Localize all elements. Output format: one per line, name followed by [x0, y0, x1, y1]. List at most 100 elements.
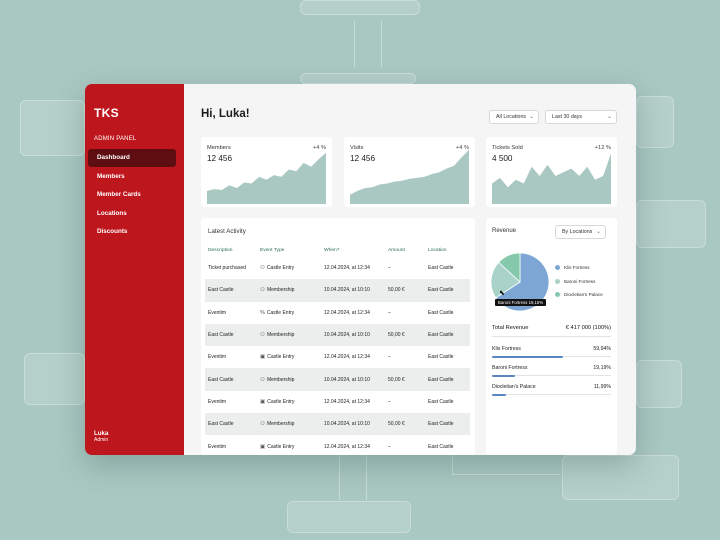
sidebar-item-dashboard[interactable]: Dashboard: [88, 149, 176, 167]
amount-cell: 50,00 €: [385, 413, 425, 436]
location-cell: East Castle: [425, 413, 470, 436]
amount-cell: 50,00 €: [385, 279, 425, 302]
stat-value: 12 456: [350, 154, 376, 163]
revenue-filter-value: By Locations: [562, 229, 593, 235]
page-title: Hi, Luka!: [201, 108, 250, 120]
event-type-label: Castle Entry: [267, 398, 295, 405]
revenue-row-klis-fortress: Klis Fortress 59,94%: [492, 342, 611, 358]
total-revenue-value: € 417 000 (100%): [565, 325, 611, 331]
event-type-label: Castle Entry: [266, 309, 295, 316]
amount-cell: –: [388, 309, 391, 316]
location-cell: East Castle: [428, 309, 454, 316]
pointer-cursor-icon: ⬉: [499, 290, 505, 297]
location-cell: East Castle: [425, 279, 470, 302]
stat-value: 4 500: [492, 154, 513, 163]
event-type-cell: ▣ Castle Entry: [257, 435, 321, 455]
pie-slice-klis-fortress[interactable]: [495, 252, 550, 312]
description-cell: East Castle: [205, 413, 257, 436]
location-cell: East Castle: [425, 368, 470, 391]
revenue-title: Revenue: [492, 228, 517, 234]
person-icon: ⚇: [260, 265, 265, 272]
column-header-location[interactable]: Location: [428, 248, 447, 253]
table-row[interactable]: Eventim ▣ Castle Entry 12.04.2024, at 12:34…: [205, 391, 470, 413]
sidebar-item-discounts[interactable]: Discounts: [97, 228, 128, 235]
trend-area: [350, 149, 469, 204]
event-type-cell: ⚇ Castle Entry: [257, 257, 321, 279]
table-row[interactable]: East Castle ⚇ Membership 10.04.2024, at 10:…: [205, 368, 470, 391]
location-cell: East Castle: [428, 398, 454, 405]
event-type-label: Castle Entry: [267, 354, 295, 361]
revenue-location-name: Baroni Fortress: [492, 365, 528, 371]
person-icon: ⚇: [260, 332, 265, 339]
legend-label: Klis Fortress: [564, 265, 590, 271]
pie-tooltip: Baroni Fortress 19,15%: [495, 299, 547, 306]
when-cell: 10.04.2024, at 10:10: [321, 279, 385, 302]
sidebar-item-members[interactable]: Members: [97, 172, 125, 180]
legend-item: Diocletian's Palace: [555, 288, 603, 302]
amount-cell: 50,00 €: [385, 368, 425, 391]
table-row[interactable]: Eventim ▣ Castle Entry 12.04.2024, at 12:34…: [205, 435, 470, 455]
revenue-pie-chart[interactable]: [489, 251, 551, 313]
location-cell: East Castle: [425, 323, 470, 347]
column-header-amount[interactable]: Amount: [388, 248, 405, 253]
column-header-when[interactable]: When?: [324, 248, 340, 253]
pie-slice-diocletian-s-palace[interactable]: [498, 252, 521, 283]
when-cell: 12.04.2024, at 12:34: [324, 265, 370, 272]
revenue-bar-fill: [492, 374, 515, 377]
amount-cell: –: [388, 443, 391, 450]
revenue-location-name: Klis Fortress: [492, 346, 521, 352]
sidebar-item-member-cards[interactable]: Member Cards: [97, 191, 141, 198]
percent-icon: %: [260, 309, 265, 316]
period-filter-select[interactable]: Last 30 days ⌄: [545, 110, 617, 124]
amount-cell: –: [388, 398, 391, 405]
event-type-cell: ⚇ Membership: [257, 368, 321, 391]
event-type-label: Membership: [266, 332, 295, 339]
user-profile[interactable]: Luka Admin: [94, 430, 108, 443]
table-row[interactable]: East Castle ⚇ Membership 10.04.2024, at 10:…: [205, 279, 470, 302]
chevron-down-icon: ⌄: [528, 114, 534, 120]
legend-label: Baroni Fortress: [564, 278, 596, 284]
description-cell: Eventim: [208, 309, 227, 316]
column-header-event-type[interactable]: Event Type: [260, 248, 285, 253]
stat-label: Visits: [350, 145, 364, 151]
location-filter-value: All Locations: [496, 114, 527, 120]
legend-dot: [555, 292, 560, 298]
pie-slice-baroni-fortress[interactable]: [490, 261, 521, 299]
when-cell: 12.04.2024, at 12:34: [324, 354, 370, 361]
event-type-cell: ⚇ Membership: [257, 413, 321, 436]
event-type-cell: ⚇ Membership: [257, 279, 321, 302]
event-type-cell: ⚇ Membership: [257, 323, 321, 347]
event-type-cell: ▣ Castle Entry: [257, 346, 321, 368]
when-cell: 12.04.2024, at 12:34: [324, 309, 370, 316]
when-cell: 10.04.2024, at 10:10: [321, 323, 385, 347]
sidebar-item-locations[interactable]: Locations: [97, 209, 127, 217]
table-row[interactable]: East Castle ⚇ Membership 10.04.2024, at 10:…: [205, 413, 470, 436]
stat-card-members: Members 12 456 +4 %: [201, 137, 332, 207]
description-cell: East Castle: [205, 368, 257, 391]
legend-item: Baroni Fortress: [555, 275, 603, 289]
table-row[interactable]: East Castle ⚇ Membership 10.04.2024, at 10:…: [205, 323, 470, 347]
person-icon: ⚇: [260, 421, 265, 428]
table-row[interactable]: Eventim ▣ Castle Entry 12.04.2024, at 12:34…: [205, 346, 470, 368]
stat-change: +4 %: [312, 145, 326, 151]
when-cell: 12.04.2024, at 12:34: [324, 398, 370, 405]
dashboard-window: TKS ADMIN PANEL Dashboard Members Member…: [85, 84, 636, 455]
revenue-filter-select[interactable]: By Locations ⌄: [555, 225, 606, 239]
column-header-description[interactable]: Description: [208, 248, 233, 253]
event-type-cell: % Castle Entry: [257, 302, 321, 324]
sidebar: TKS ADMIN PANEL Dashboard Members Member…: [85, 84, 184, 455]
location-filter-select[interactable]: All Locations ⌄: [489, 110, 539, 124]
tickets-trend-chart: [492, 153, 611, 204]
chevron-down-icon: ⌄: [606, 114, 612, 120]
sidebar-nav: Dashboard Members Member Cards Locations…: [88, 149, 176, 242]
table-row[interactable]: Ticket purchased ⚇ Castle Entry 12.04.2024,…: [205, 257, 470, 279]
person-icon: ⚇: [260, 287, 265, 294]
event-type-label: Membership: [266, 421, 295, 428]
amount-cell: –: [388, 354, 391, 361]
description-cell: East Castle: [205, 323, 257, 347]
amount-cell: 50,00 €: [385, 323, 425, 347]
user-role: Admin: [94, 437, 109, 443]
stat-label: Members: [207, 145, 231, 151]
legend-label: Diocletian's Palace: [564, 292, 603, 298]
table-row[interactable]: Eventim% Castle Entry 12.04.2024, at 12:34…: [205, 302, 470, 324]
